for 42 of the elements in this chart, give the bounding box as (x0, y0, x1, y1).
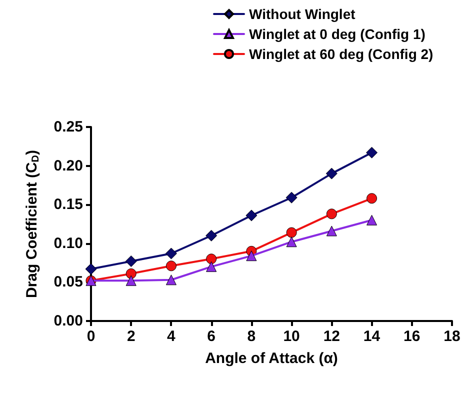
x-tick-label: 2 (126, 328, 136, 345)
point (326, 226, 337, 236)
legend-label: Winglet at 0 deg (Config 1) (249, 26, 426, 42)
point (166, 274, 176, 286)
x-tick-label: 8 (247, 328, 256, 345)
x-tick-label: 4 (167, 328, 176, 345)
y-axis-title: Drag Coefficient (CD) (24, 150, 42, 298)
point (286, 236, 297, 248)
point (326, 208, 337, 220)
point (125, 256, 137, 267)
point (126, 275, 136, 286)
point (246, 210, 258, 222)
x-tick-label: 18 (444, 328, 460, 345)
point (366, 146, 378, 158)
y-tick-label: 0.00 (54, 312, 83, 330)
legend-label: Winglet at 60 deg (Config 2) (249, 46, 434, 62)
point (165, 248, 177, 260)
point (126, 268, 136, 279)
point (326, 168, 338, 180)
x-tick-label: 6 (207, 328, 216, 345)
point (286, 227, 297, 238)
y-tick-label: 0.15 (54, 196, 83, 214)
point (206, 230, 218, 242)
y-tick-label: 0.10 (54, 234, 83, 252)
point (286, 192, 298, 204)
x-tick-label: 0 (86, 328, 96, 345)
x-tick-label: 12 (323, 328, 340, 345)
x-tick-label: 14 (363, 328, 381, 345)
x-tick-label: 10 (283, 328, 300, 345)
point (366, 193, 378, 204)
y-tick-label: 0.20 (54, 157, 83, 174)
y-tick-label: 0.05 (54, 274, 83, 291)
x-tick-label: 16 (404, 328, 420, 345)
x-axis-title: Angle of Attack (α) (205, 350, 338, 367)
point (166, 260, 176, 272)
point (206, 261, 217, 272)
y-tick-label: 0.25 (54, 118, 83, 136)
legend-label: Without Winglet (249, 6, 356, 22)
point (206, 254, 217, 264)
point (85, 263, 97, 275)
point (366, 214, 378, 226)
point (246, 250, 257, 262)
